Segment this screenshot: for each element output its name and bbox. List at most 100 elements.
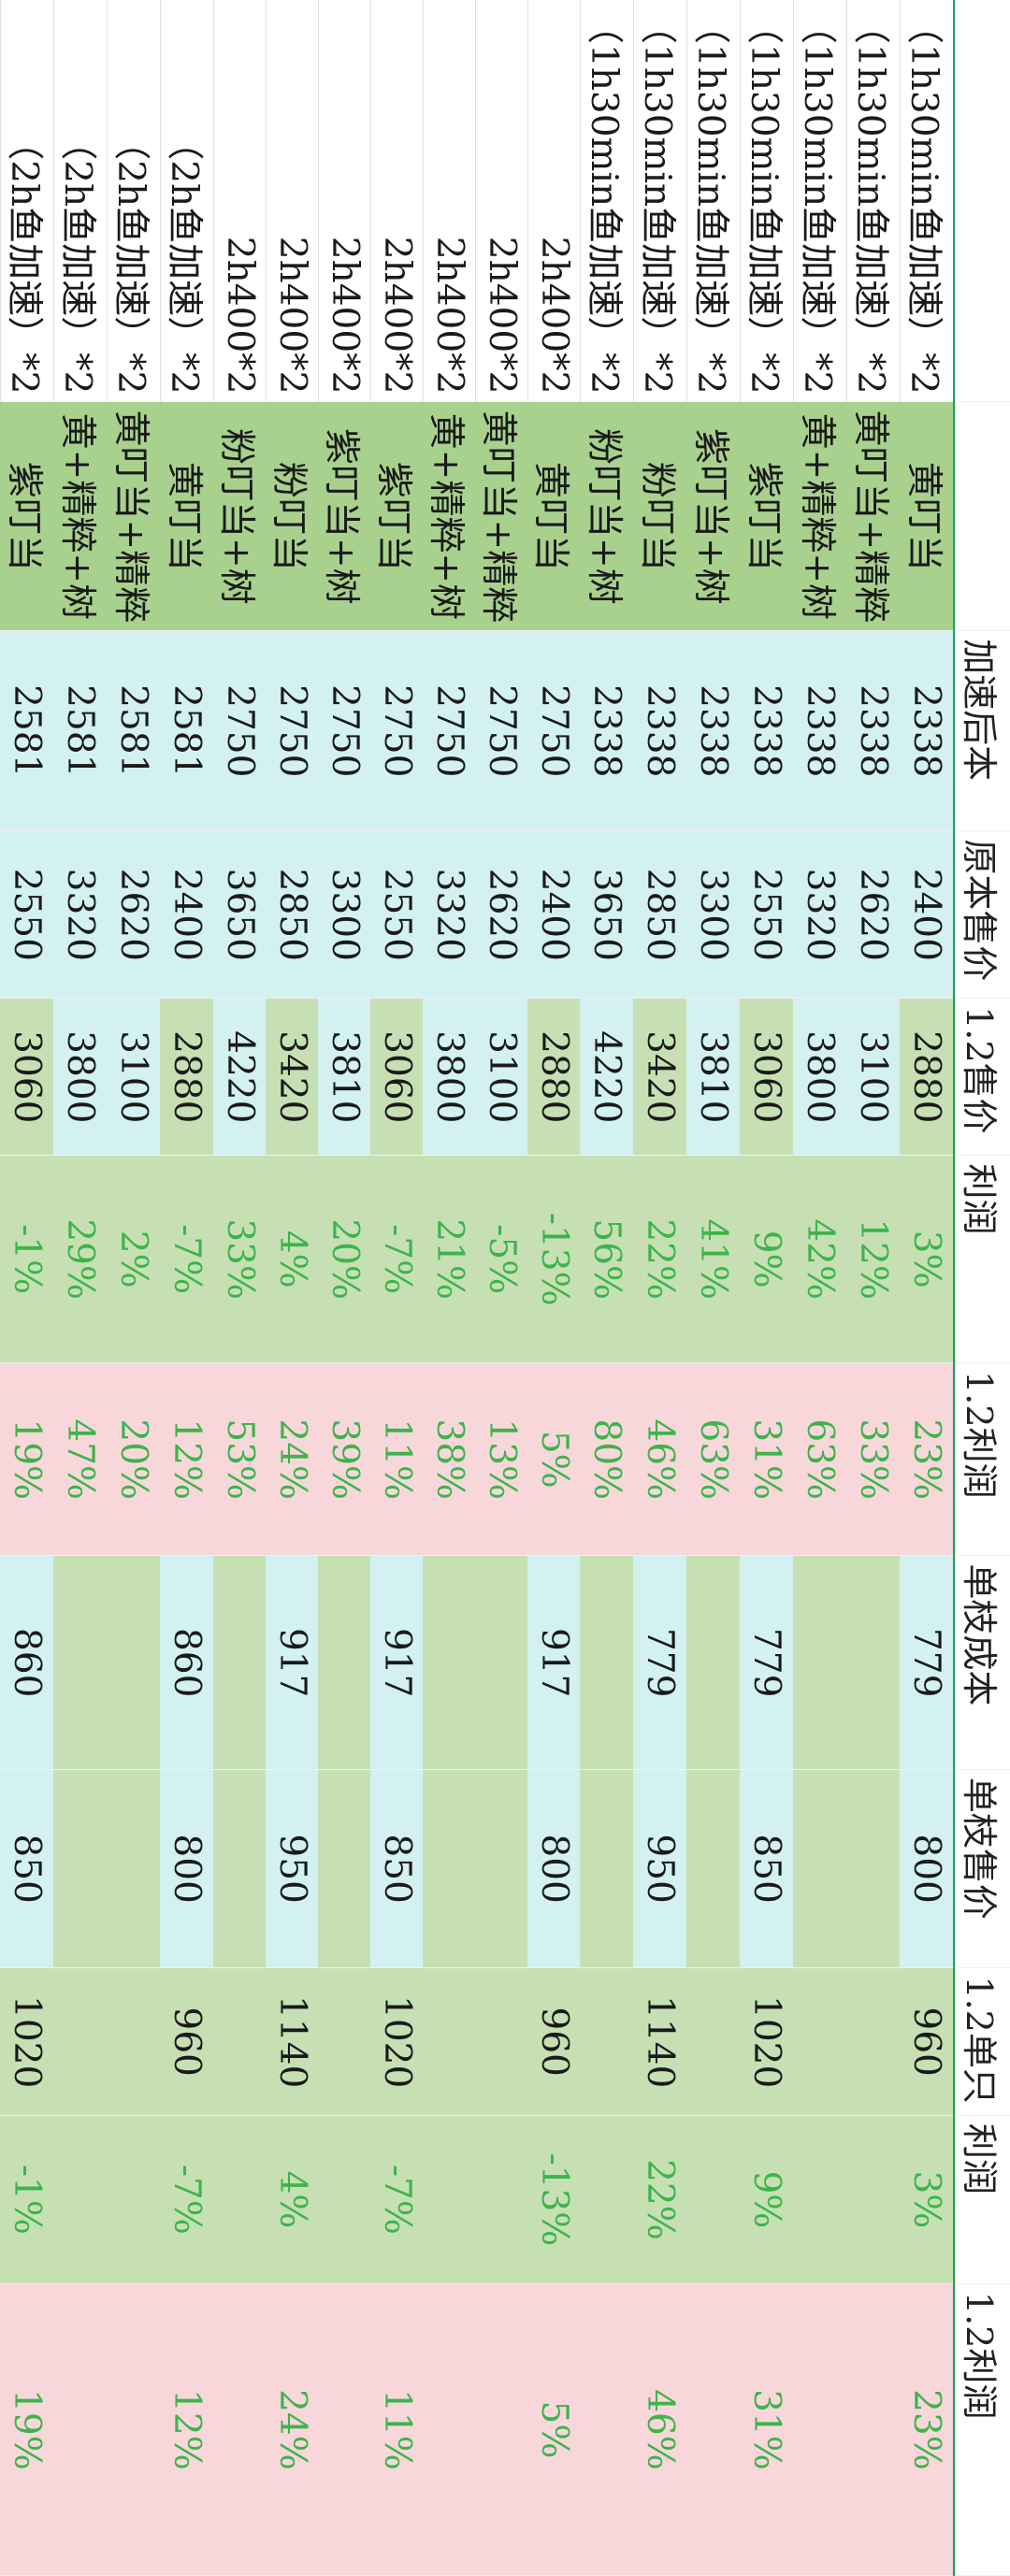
cell-unit-12[interactable]	[423, 1967, 476, 2116]
cell-original-price[interactable]: 2620	[846, 830, 901, 999]
cell-unit-12[interactable]: 960	[900, 1967, 954, 2116]
cell-cost-after[interactable]: 2338	[846, 630, 901, 831]
cell-unit-12[interactable]	[213, 1967, 267, 2116]
cell-name[interactable]: 2h400*2	[527, 0, 581, 402]
cell-name[interactable]: （1h30min鱼加速）*2	[900, 0, 954, 402]
cell-flower[interactable]: 黄+精粹+树	[53, 401, 108, 631]
cell-price-12[interactable]: 3060	[740, 998, 794, 1156]
cell-profit-12[interactable]: 12%	[160, 1362, 214, 1556]
cell-profit-12b[interactable]: 5%	[527, 2283, 581, 2576]
cell-cost-after[interactable]: 2750	[370, 630, 424, 831]
cell-unit-price[interactable]	[318, 1769, 371, 1968]
cell-profit-b[interactable]	[107, 2115, 161, 2284]
cell-profit-12[interactable]: 23%	[900, 1362, 954, 1556]
cell-price-12[interactable]: 2880	[527, 998, 581, 1156]
cell-unit-cost[interactable]: 917	[527, 1555, 581, 1770]
cell-profit[interactable]: -5%	[475, 1155, 528, 1363]
cell-price-12[interactable]: 3060	[370, 998, 424, 1156]
cell-unit-price[interactable]: 800	[900, 1769, 954, 1968]
cell-unit-cost[interactable]	[686, 1555, 741, 1770]
cell-profit-12[interactable]: 11%	[370, 1362, 424, 1556]
cell-profit-12[interactable]: 38%	[423, 1362, 476, 1556]
cell-profit[interactable]: -7%	[160, 1155, 214, 1363]
cell-profit[interactable]: 42%	[793, 1155, 847, 1363]
cell-unit-price[interactable]: 850	[0, 1769, 54, 1968]
cell-cost-after[interactable]: 2750	[527, 630, 581, 831]
cell-name[interactable]: （1h30min鱼加速）*2	[846, 0, 901, 402]
cell-price-12[interactable]: 3800	[423, 998, 476, 1156]
cell-profit[interactable]: 20%	[318, 1155, 371, 1363]
cell-name[interactable]: （2h鱼加速）*2	[53, 0, 108, 402]
cell-profit-12[interactable]: 13%	[475, 1362, 528, 1556]
cell-profit-12[interactable]: 39%	[318, 1362, 371, 1556]
cell-original-price[interactable]: 3320	[423, 830, 476, 999]
cell-profit-12[interactable]: 5%	[527, 1362, 581, 1556]
cell-original-price[interactable]: 2400	[900, 830, 954, 999]
cell-unit-12[interactable]	[580, 1967, 634, 2116]
cell-profit-12b[interactable]	[846, 2283, 901, 2576]
cell-profit-12b[interactable]	[53, 2283, 108, 2576]
cell-unit-price[interactable]: 800	[160, 1769, 214, 1968]
cell-price-12[interactable]: 3420	[266, 998, 319, 1156]
cell-profit-b[interactable]: 22%	[633, 2115, 687, 2284]
cell-flower[interactable]: 黄叮当+精粹	[846, 401, 901, 631]
cell-profit-b[interactable]: -7%	[370, 2115, 424, 2284]
cell-profit-b[interactable]	[213, 2115, 267, 2284]
cell-price-12[interactable]: 4220	[580, 998, 634, 1156]
cell-profit[interactable]: 3%	[900, 1155, 954, 1363]
cell-unit-price[interactable]	[793, 1769, 847, 1968]
cell-unit-cost[interactable]: 779	[633, 1555, 687, 1770]
cell-profit-b[interactable]	[475, 2115, 528, 2284]
cell-profit-12b[interactable]: 11%	[370, 2283, 424, 2576]
cell-unit-12[interactable]	[53, 1967, 108, 2116]
cell-profit-12[interactable]: 46%	[633, 1362, 687, 1556]
cell-unit-cost[interactable]	[846, 1555, 901, 1770]
cell-profit-12b[interactable]: 12%	[160, 2283, 214, 2576]
cell-flower[interactable]: 黄+精粹+树	[423, 401, 476, 631]
cell-name[interactable]: 2h400*2	[475, 0, 528, 402]
cell-unit-cost[interactable]	[213, 1555, 267, 1770]
cell-profit-12[interactable]: 20%	[107, 1362, 161, 1556]
cell-original-price[interactable]: 2850	[633, 830, 687, 999]
cell-flower[interactable]: 粉叮当	[266, 401, 319, 631]
cell-flower[interactable]: 黄+精粹+树	[793, 401, 847, 631]
cell-unit-price[interactable]	[475, 1769, 528, 1968]
cell-name[interactable]: （2h鱼加速）*2	[0, 0, 54, 402]
cell-unit-cost[interactable]: 779	[740, 1555, 794, 1770]
cell-unit-cost[interactable]: 917	[370, 1555, 424, 1770]
cell-original-price[interactable]: 3300	[318, 830, 371, 999]
cell-cost-after[interactable]: 2338	[900, 630, 954, 831]
cell-name[interactable]: 2h400*2	[370, 0, 424, 402]
cell-profit-b[interactable]: -7%	[160, 2115, 214, 2284]
cell-unit-price[interactable]	[686, 1769, 741, 1968]
cell-name[interactable]: （1h30min鱼加速）*2	[740, 0, 794, 402]
cell-original-price[interactable]: 3320	[53, 830, 108, 999]
cell-profit-12b[interactable]	[580, 2283, 634, 2576]
cell-price-12[interactable]: 3100	[846, 998, 901, 1156]
cell-unit-12[interactable]: 1020	[740, 1967, 794, 2116]
cell-name[interactable]: （2h鱼加速）*2	[160, 0, 214, 402]
cell-profit-12[interactable]: 47%	[53, 1362, 108, 1556]
cell-profit-12[interactable]: 24%	[266, 1362, 319, 1556]
cell-unit-price[interactable]	[423, 1769, 476, 1968]
cell-profit-12b[interactable]	[686, 2283, 741, 2576]
cell-original-price[interactable]: 3650	[213, 830, 267, 999]
cell-unit-12[interactable]	[107, 1967, 161, 2116]
cell-profit-12[interactable]: 53%	[213, 1362, 267, 1556]
cell-flower[interactable]: 紫叮当	[740, 401, 794, 631]
cell-original-price[interactable]: 3300	[686, 830, 741, 999]
cell-original-price[interactable]: 2550	[0, 830, 54, 999]
cell-unit-12[interactable]	[475, 1967, 528, 2116]
cell-name[interactable]: （2h鱼加速）*2	[107, 0, 161, 402]
cell-profit[interactable]: 41%	[686, 1155, 741, 1363]
cell-cost-after[interactable]: 2750	[266, 630, 319, 831]
cell-profit-12b[interactable]	[213, 2283, 267, 2576]
cell-profit-b[interactable]	[318, 2115, 371, 2284]
cell-profit[interactable]: 4%	[266, 1155, 319, 1363]
cell-profit-b[interactable]	[793, 2115, 847, 2284]
cell-unit-cost[interactable]	[580, 1555, 634, 1770]
cell-profit-12b[interactable]: 46%	[633, 2283, 687, 2576]
cell-profit[interactable]: 33%	[213, 1155, 267, 1363]
cell-unit-price[interactable]	[53, 1769, 108, 1968]
cell-flower[interactable]: 紫叮当	[370, 401, 424, 631]
